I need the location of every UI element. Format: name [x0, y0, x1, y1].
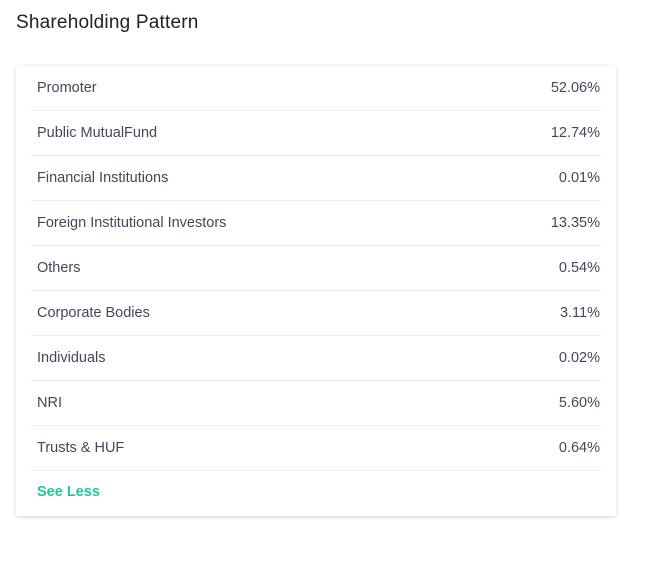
- row-value: 0.54%: [558, 260, 600, 276]
- row-label: Corporate Bodies: [37, 305, 150, 321]
- shareholding-table: Promoter 52.06% Public MutualFund 12.74% Fin…: [31, 66, 601, 471]
- row-label: Promoter: [37, 80, 97, 96]
- row-label: Individuals: [37, 350, 106, 366]
- row-value: 52.06%: [550, 80, 600, 96]
- table-row: Promoter 52.06%: [31, 66, 601, 111]
- table-row: Trusts & HUF 0.64%: [31, 426, 601, 471]
- row-label: Others: [37, 260, 81, 276]
- table-row: Public MutualFund 12.74%: [31, 111, 601, 156]
- see-less-link[interactable]: See Less: [37, 484, 100, 500]
- row-value: 3.11%: [559, 305, 600, 321]
- row-label: NRI: [37, 395, 62, 411]
- row-value: 5.60%: [558, 395, 600, 411]
- row-label: Foreign Institutional Investors: [37, 215, 227, 231]
- section-title: Shareholding Pattern: [16, 12, 199, 33]
- table-row: Financial Institutions 0.01%: [31, 156, 601, 201]
- table-row: NRI 5.60%: [31, 381, 601, 426]
- row-label: Public MutualFund: [37, 125, 158, 141]
- row-label: Financial Institutions: [37, 170, 169, 186]
- row-value: 0.02%: [558, 350, 600, 366]
- table-row: Others 0.54%: [31, 246, 601, 291]
- row-value: 0.64%: [558, 440, 600, 456]
- row-value: 13.35%: [550, 215, 600, 231]
- row-value: 0.01%: [558, 170, 600, 186]
- table-row: Foreign Institutional Investors 13.35%: [31, 201, 601, 246]
- table-row: Individuals 0.02%: [31, 336, 601, 381]
- table-row: Corporate Bodies 3.11%: [31, 291, 601, 336]
- shareholding-card: Promoter 52.06% Public MutualFund 12.74% Fin…: [16, 66, 616, 516]
- row-value: 12.74%: [550, 125, 600, 141]
- row-label: Trusts & HUF: [37, 440, 125, 456]
